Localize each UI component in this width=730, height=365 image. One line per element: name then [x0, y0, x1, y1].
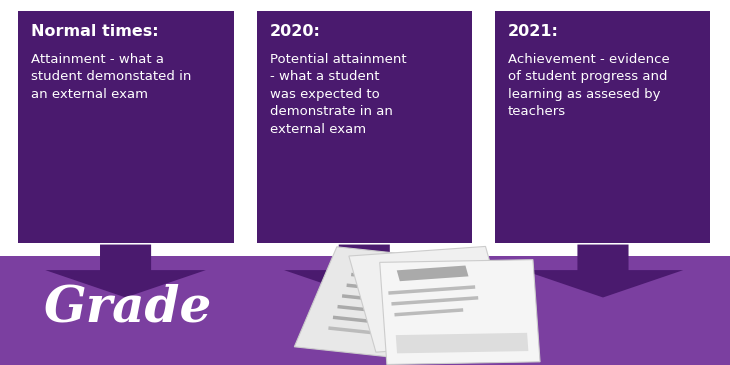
Text: Achievement - evidence
of student progress and
learning as assesed by
teachers: Achievement - evidence of student progre… [508, 53, 670, 118]
Polygon shape [396, 333, 529, 353]
Polygon shape [397, 265, 469, 281]
Polygon shape [349, 246, 512, 352]
Text: Normal times:: Normal times: [31, 24, 159, 39]
Bar [495, 11, 710, 243]
Polygon shape [294, 247, 487, 363]
Polygon shape [380, 260, 540, 365]
Text: Potential attainment
- what a student
was expected to
demonstrate in an
external: Potential attainment - what a student wa… [270, 53, 407, 136]
Text: Grade: Grade [44, 284, 212, 333]
Polygon shape [284, 245, 445, 297]
Polygon shape [523, 245, 683, 297]
Polygon shape [45, 245, 206, 297]
Bar [0, 255, 730, 365]
Text: 2021:: 2021: [508, 24, 559, 39]
Bar [257, 11, 472, 243]
Text: Attainment - what a
student demonstated in
an external exam: Attainment - what a student demonstated … [31, 53, 192, 101]
Text: 2020:: 2020: [270, 24, 321, 39]
Bar [18, 11, 234, 243]
